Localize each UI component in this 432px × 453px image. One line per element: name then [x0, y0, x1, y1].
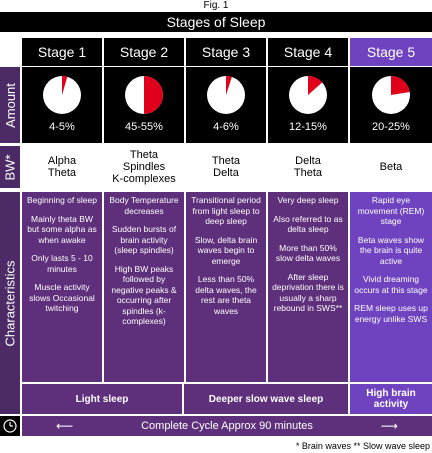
clock-icon [0, 416, 20, 436]
stage-brain-waves: Delta Theta [268, 146, 348, 188]
characteristic-item: Only lasts 5 - 10 minutes [31, 253, 93, 274]
stage-header: Stage 2 [104, 38, 184, 66]
arrow-right-icon: ⟶ [380, 419, 398, 433]
cycle-label: Complete Cycle Approx 90 minutes [141, 420, 313, 432]
stage-brain-waves: Beta [350, 146, 432, 188]
stage-amount-cell: 45-55% [104, 67, 184, 143]
characteristic-item: Transitional period from light sleep to … [191, 195, 261, 226]
brain-wave-label: Theta [211, 155, 241, 167]
row-label-bw: BW* [0, 146, 20, 188]
stage-header: Stage 1 [22, 38, 102, 66]
group-light-sleep: Light sleep [22, 384, 182, 414]
characteristic-item: After sleep deprivation there is usually… [272, 271, 344, 314]
characteristic-item: Body Temperature decreases [109, 195, 179, 216]
row-label-bw-text: BW* [2, 154, 18, 180]
brain-wave-label: Beta [379, 161, 403, 173]
footnote: * Brain waves ** Slow wave sleep [295, 441, 430, 451]
characteristic-item: Rapid eye movement (REM) stage [357, 195, 425, 226]
stage-amount-cell: 4-5% [22, 67, 102, 143]
stage-percent: 45-55% [125, 121, 163, 133]
cycle-bar: ⟵ Complete Cycle Approx 90 minutes ⟶ [22, 416, 432, 436]
characteristic-item: Also referred to as delta sleep [273, 213, 343, 235]
brain-wave-label: Theta [129, 149, 159, 161]
stage-characteristics: Very deep sleep Also referred to as delta… [268, 192, 348, 382]
pie-slice [308, 76, 323, 95]
stage-percent: 4-5% [49, 121, 75, 133]
characteristic-item: REM sleep uses up energy unlike SWS [354, 303, 428, 324]
characteristic-item: Less than 50% delta waves, the rest are … [195, 274, 257, 316]
stage-percent: 20-25% [372, 121, 410, 133]
brain-wave-label: Theta [47, 167, 77, 179]
stage-amount-cell: 20-25% [350, 67, 432, 143]
figure-label: Fig. 1 [203, 0, 229, 11]
pie-chart [289, 76, 327, 114]
stage-percent: 12-15% [289, 121, 327, 133]
stage-amount-cell: 4-6% [186, 67, 266, 143]
stage-characteristics: Transitional period from light sleep to … [186, 192, 266, 382]
page-title: Stages of Sleep [0, 12, 432, 32]
brain-wave-label: Spindles [122, 161, 166, 173]
brain-wave-label: Delta [213, 167, 239, 179]
row-label-characteristics: Characteristics [0, 192, 20, 414]
characteristic-item: Beta waves show the brain is quite activ… [357, 234, 425, 266]
arrow-left-icon: ⟵ [56, 419, 74, 433]
pie-chart [125, 76, 163, 114]
characteristic-item: Very deep sleep [277, 195, 339, 205]
row-label-amount-text: Amount [2, 82, 18, 128]
characteristic-item: Mainly theta BW but some alpha as when a… [27, 213, 97, 245]
brain-wave-label: K-complexes [112, 173, 176, 185]
characteristic-item: High BW peaks followed by negative peaks… [111, 263, 177, 327]
pie-slice [391, 76, 410, 95]
stage-characteristics: Beginning of sleep Mainly theta BW but so… [22, 192, 102, 382]
stage-header: Stage 4 [268, 38, 348, 66]
stage-characteristics: Rapid eye movement (REM) stage Beta waves… [350, 192, 432, 382]
group-deeper-sleep: Deeper slow wave sleep [184, 384, 348, 414]
brain-wave-label: Alpha [47, 155, 77, 167]
row-label-amount: Amount [0, 67, 20, 143]
characteristic-item: Vivid dreaming occurs at this stage [354, 274, 428, 295]
characteristic-item: Slow, delta brain waves begin to emerge [194, 234, 258, 266]
group-high-brain-activity: High brain activity [350, 384, 432, 414]
brain-wave-label: Delta [295, 155, 321, 167]
pie-slice [144, 76, 163, 114]
characteristic-item: Sudden bursts of brain activity (sleep s… [111, 224, 177, 255]
stage-header: Stage 5 [350, 38, 432, 66]
characteristic-item: More than 50% slow delta waves [275, 242, 341, 264]
pie-chart [207, 76, 245, 114]
stage-brain-waves: Theta Spindles K-complexes [104, 146, 184, 188]
pie-slice [62, 76, 68, 95]
characteristic-item: Beginning of sleep [27, 195, 97, 205]
pie-chart [43, 76, 81, 114]
stage-brain-waves: Theta Delta [186, 146, 266, 188]
pie-chart [372, 76, 410, 114]
brain-wave-label: Theta [293, 167, 323, 179]
row-label-characteristics-text: Characteristics [2, 260, 18, 346]
stage-percent: 4-6% [213, 121, 239, 133]
characteristic-item: Muscle activity slows Occasional twitchi… [29, 282, 95, 313]
stage-amount-cell: 12-15% [268, 67, 348, 143]
stage-characteristics: Body Temperature decreases Sudden bursts … [104, 192, 184, 382]
stage-header: Stage 3 [186, 38, 266, 66]
pie-slice [226, 76, 232, 95]
stage-brain-waves: Alpha Theta [22, 146, 102, 188]
